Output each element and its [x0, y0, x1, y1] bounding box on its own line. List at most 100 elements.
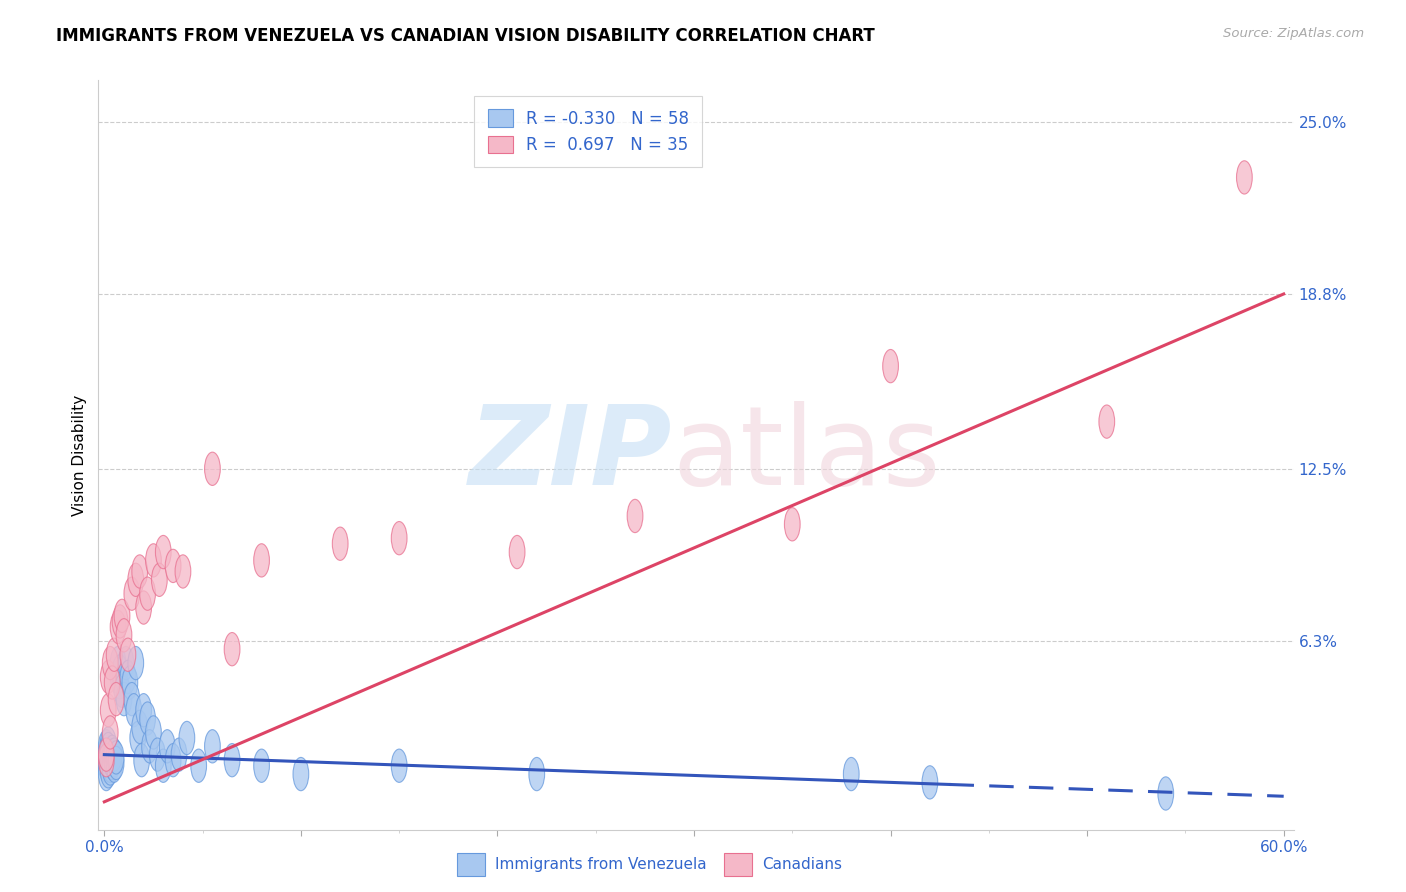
Ellipse shape: [844, 757, 859, 790]
Ellipse shape: [104, 665, 120, 699]
Ellipse shape: [1159, 777, 1174, 810]
Ellipse shape: [391, 749, 406, 782]
Ellipse shape: [627, 500, 643, 533]
Ellipse shape: [117, 682, 132, 715]
Ellipse shape: [112, 665, 128, 699]
Ellipse shape: [128, 647, 143, 680]
Ellipse shape: [159, 730, 176, 763]
Ellipse shape: [100, 747, 117, 780]
Ellipse shape: [332, 527, 349, 560]
Ellipse shape: [134, 744, 149, 777]
Text: atlas: atlas: [672, 401, 941, 508]
Ellipse shape: [127, 694, 142, 727]
Ellipse shape: [122, 665, 138, 699]
Ellipse shape: [98, 757, 114, 790]
Ellipse shape: [156, 749, 172, 782]
Ellipse shape: [132, 555, 148, 588]
Ellipse shape: [103, 752, 118, 785]
Ellipse shape: [98, 744, 114, 777]
Ellipse shape: [139, 702, 156, 735]
Legend: R = -0.330   N = 58, R =  0.697   N = 35: R = -0.330 N = 58, R = 0.697 N = 35: [474, 96, 703, 168]
Ellipse shape: [100, 732, 117, 765]
Ellipse shape: [128, 563, 143, 597]
Ellipse shape: [100, 660, 117, 694]
Ellipse shape: [166, 549, 181, 582]
Ellipse shape: [253, 544, 270, 577]
Ellipse shape: [98, 738, 114, 772]
Y-axis label: Vision Disability: Vision Disability: [72, 394, 87, 516]
Ellipse shape: [98, 749, 114, 782]
Ellipse shape: [124, 682, 139, 715]
Ellipse shape: [103, 749, 118, 782]
Ellipse shape: [253, 749, 270, 782]
Ellipse shape: [176, 555, 191, 588]
Text: Canadians: Canadians: [762, 857, 842, 871]
Text: ZIP: ZIP: [468, 401, 672, 508]
Ellipse shape: [98, 735, 114, 769]
Ellipse shape: [146, 715, 162, 749]
Ellipse shape: [391, 522, 406, 555]
Ellipse shape: [124, 577, 139, 610]
Ellipse shape: [104, 740, 120, 774]
Ellipse shape: [107, 744, 122, 777]
Ellipse shape: [108, 747, 124, 780]
Ellipse shape: [172, 738, 187, 772]
Ellipse shape: [156, 535, 172, 569]
Ellipse shape: [103, 738, 118, 772]
Ellipse shape: [114, 599, 129, 632]
Ellipse shape: [117, 619, 132, 652]
Ellipse shape: [224, 632, 240, 665]
Ellipse shape: [204, 452, 221, 485]
Ellipse shape: [110, 647, 127, 680]
Text: IMMIGRANTS FROM VENEZUELA VS CANADIAN VISION DISABILITY CORRELATION CHART: IMMIGRANTS FROM VENEZUELA VS CANADIAN VI…: [56, 27, 875, 45]
Ellipse shape: [129, 722, 146, 755]
Ellipse shape: [883, 350, 898, 383]
Ellipse shape: [98, 744, 114, 777]
Ellipse shape: [1236, 161, 1253, 194]
Ellipse shape: [142, 730, 157, 763]
Ellipse shape: [107, 749, 122, 782]
Ellipse shape: [224, 744, 240, 777]
Ellipse shape: [104, 747, 120, 780]
Ellipse shape: [108, 740, 124, 774]
Ellipse shape: [108, 682, 124, 715]
Ellipse shape: [118, 647, 134, 680]
Ellipse shape: [139, 577, 156, 610]
Ellipse shape: [529, 757, 544, 790]
Ellipse shape: [112, 605, 128, 638]
Ellipse shape: [103, 715, 118, 749]
Ellipse shape: [509, 535, 524, 569]
Ellipse shape: [114, 674, 129, 707]
Ellipse shape: [204, 730, 221, 763]
Ellipse shape: [107, 738, 122, 772]
Ellipse shape: [136, 694, 152, 727]
Ellipse shape: [98, 730, 114, 763]
Ellipse shape: [146, 544, 162, 577]
Text: Immigrants from Venezuela: Immigrants from Venezuela: [495, 857, 707, 871]
Ellipse shape: [152, 563, 167, 597]
Ellipse shape: [120, 638, 136, 672]
Ellipse shape: [112, 655, 128, 688]
Ellipse shape: [191, 749, 207, 782]
Ellipse shape: [132, 710, 148, 744]
Ellipse shape: [104, 735, 120, 769]
Ellipse shape: [149, 738, 166, 772]
Ellipse shape: [107, 638, 122, 672]
Ellipse shape: [292, 757, 309, 790]
Ellipse shape: [110, 610, 127, 644]
Ellipse shape: [100, 740, 117, 774]
Ellipse shape: [922, 765, 938, 799]
Ellipse shape: [1099, 405, 1115, 438]
Ellipse shape: [785, 508, 800, 541]
Ellipse shape: [100, 738, 117, 772]
Ellipse shape: [120, 660, 136, 694]
Ellipse shape: [103, 647, 118, 680]
Ellipse shape: [179, 722, 195, 755]
Ellipse shape: [136, 591, 152, 624]
Ellipse shape: [103, 744, 118, 777]
Ellipse shape: [100, 755, 117, 788]
Text: Source: ZipAtlas.com: Source: ZipAtlas.com: [1223, 27, 1364, 40]
Ellipse shape: [100, 694, 117, 727]
Ellipse shape: [166, 744, 181, 777]
Ellipse shape: [110, 660, 127, 694]
